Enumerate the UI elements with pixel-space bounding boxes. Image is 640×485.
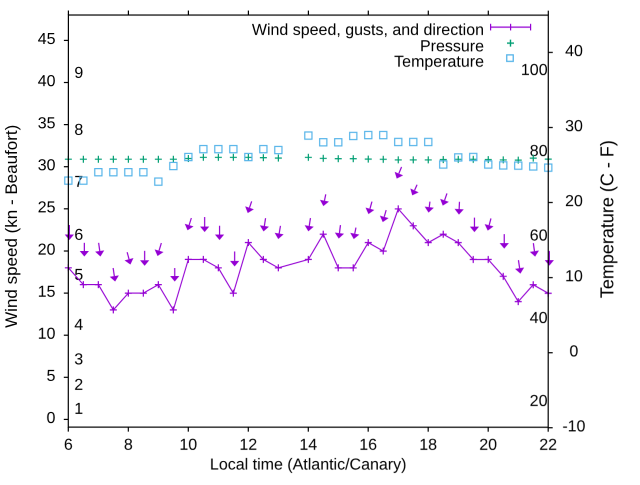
svg-text:Temperature (C - F): Temperature (C - F) — [597, 140, 617, 298]
svg-text:Temperature: Temperature — [394, 54, 484, 71]
svg-text:4: 4 — [74, 317, 83, 334]
svg-text:8: 8 — [74, 122, 83, 139]
svg-text:30: 30 — [565, 118, 583, 135]
svg-text:15: 15 — [38, 284, 56, 301]
svg-text:-10: -10 — [562, 418, 585, 435]
svg-text:10: 10 — [179, 437, 197, 454]
svg-text:10: 10 — [38, 326, 56, 343]
svg-text:6: 6 — [74, 227, 83, 244]
svg-text:Wind speed, gusts, and directi: Wind speed, gusts, and direction — [252, 22, 484, 39]
svg-text:100: 100 — [521, 62, 548, 79]
svg-text:30: 30 — [38, 157, 56, 174]
svg-text:45: 45 — [38, 31, 56, 48]
svg-text:5: 5 — [46, 368, 55, 385]
svg-text:25: 25 — [38, 199, 56, 216]
svg-text:20: 20 — [38, 242, 56, 259]
svg-text:80: 80 — [530, 143, 548, 160]
svg-text:10: 10 — [565, 268, 583, 285]
svg-text:0: 0 — [46, 410, 55, 427]
svg-text:40: 40 — [38, 73, 56, 90]
svg-text:40: 40 — [530, 310, 548, 327]
svg-text:6: 6 — [64, 437, 73, 454]
svg-text:14: 14 — [299, 437, 317, 454]
svg-text:2: 2 — [74, 377, 83, 394]
svg-text:40: 40 — [565, 43, 583, 60]
svg-text:16: 16 — [359, 437, 377, 454]
svg-text:3: 3 — [74, 351, 83, 368]
svg-text:20: 20 — [479, 437, 497, 454]
svg-text:18: 18 — [419, 437, 437, 454]
svg-text:60: 60 — [530, 228, 548, 245]
svg-text:Wind speed (kn - Beaufort): Wind speed (kn - Beaufort) — [2, 125, 21, 328]
svg-text:Local time (Atlantic/Canary): Local time (Atlantic/Canary) — [210, 457, 407, 474]
svg-text:20: 20 — [530, 393, 548, 410]
svg-text:35: 35 — [38, 115, 56, 132]
svg-text:20: 20 — [565, 193, 583, 210]
svg-text:12: 12 — [239, 437, 257, 454]
svg-text:8: 8 — [124, 437, 133, 454]
svg-text:1: 1 — [74, 401, 83, 418]
svg-text:0: 0 — [569, 343, 578, 360]
svg-text:9: 9 — [74, 65, 83, 82]
svg-text:22: 22 — [539, 437, 557, 454]
